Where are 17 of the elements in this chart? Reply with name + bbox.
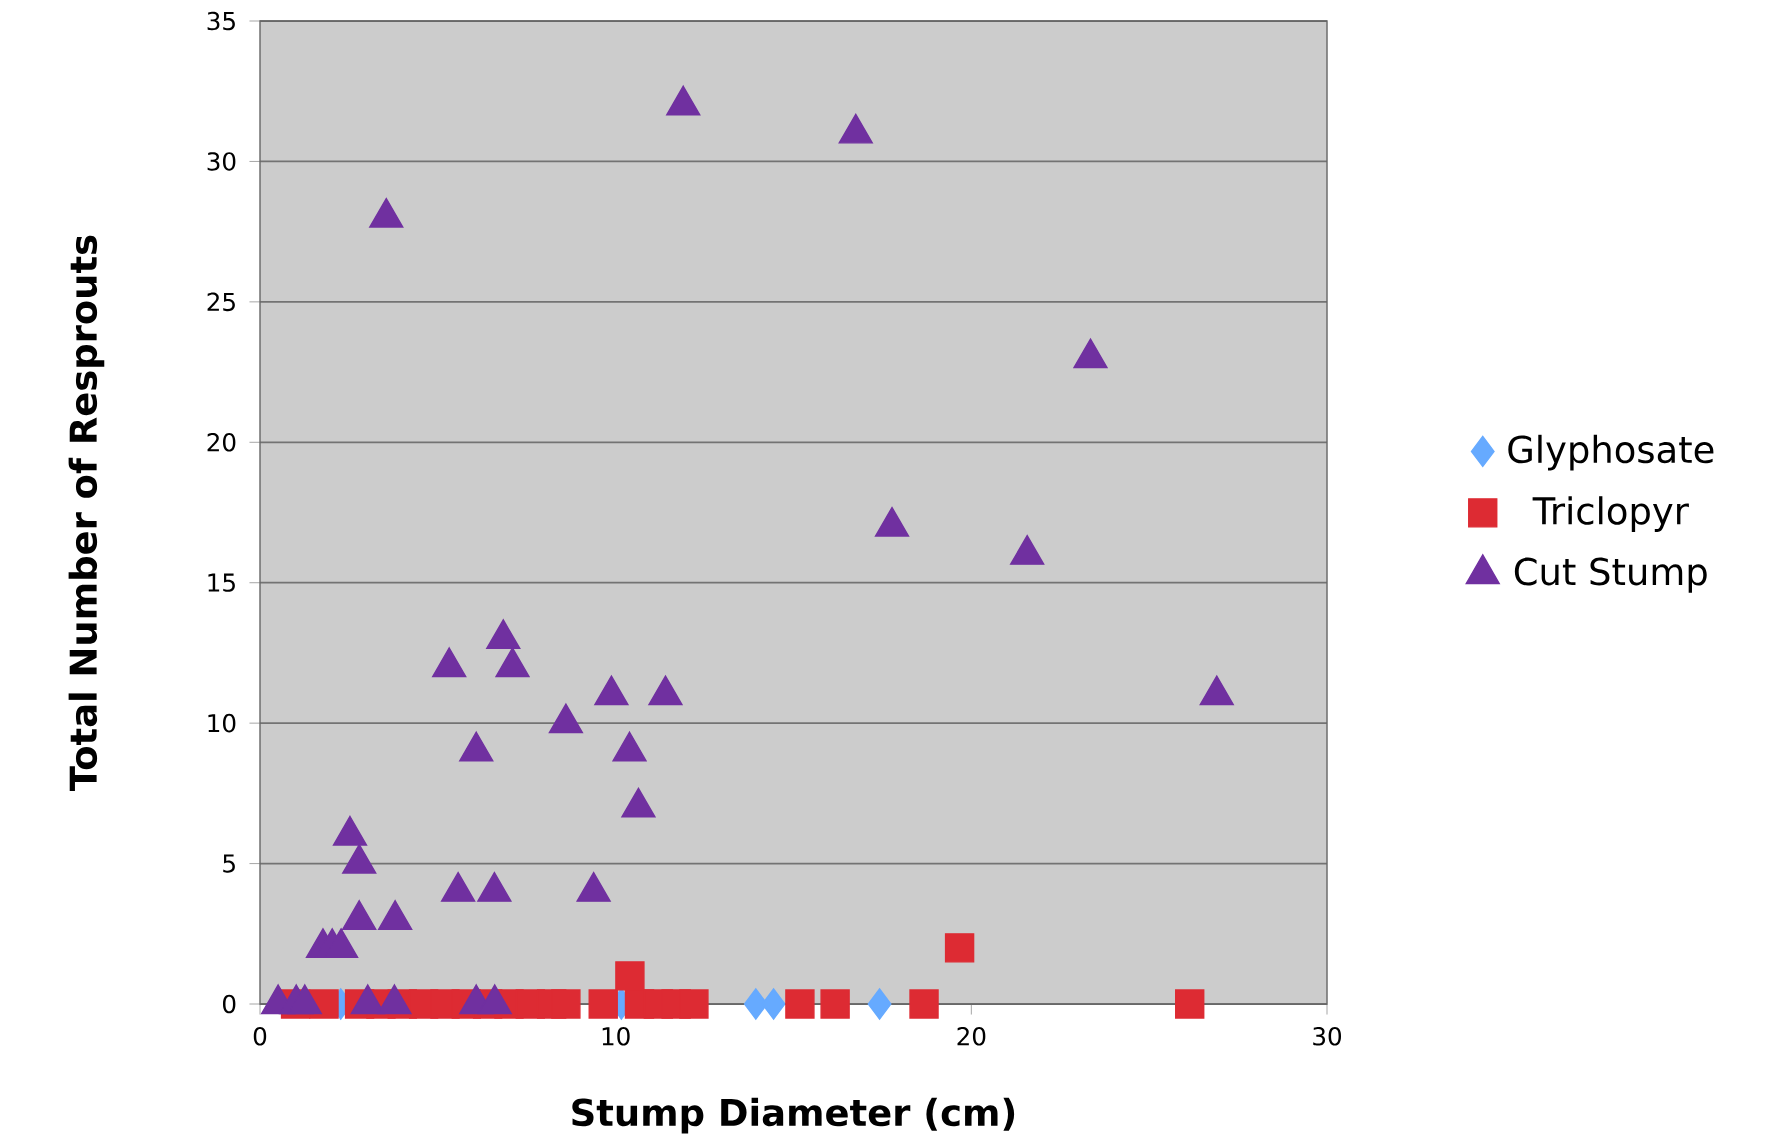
y-tick-label: 30 — [207, 152, 236, 171]
legend-label: Cut Stump — [1514, 557, 1707, 593]
y-tick-label: 5 — [223, 854, 235, 873]
y-tick-label: 0 — [222, 994, 236, 1014]
y-tick-label: 35 — [207, 11, 235, 31]
x-tick-label: 10 — [602, 1026, 630, 1046]
x-axis-title: Stump Diameter (cm) — [572, 1097, 1015, 1134]
legend-label: Glyphosate — [1508, 434, 1714, 471]
y-axis-title: Total Number of Resprouts — [68, 235, 105, 791]
y-tick-label: 20 — [207, 432, 236, 452]
y-tick-label: 25 — [207, 292, 235, 312]
x-tick-label: 0 — [253, 1026, 267, 1046]
y-tick-label: 10 — [208, 713, 236, 733]
y-tick-label: 15 — [208, 573, 235, 592]
x-tick-label: 20 — [957, 1026, 986, 1046]
legend-label: Triclopyr — [1532, 496, 1689, 532]
x-tick-label: 30 — [1313, 1026, 1341, 1046]
